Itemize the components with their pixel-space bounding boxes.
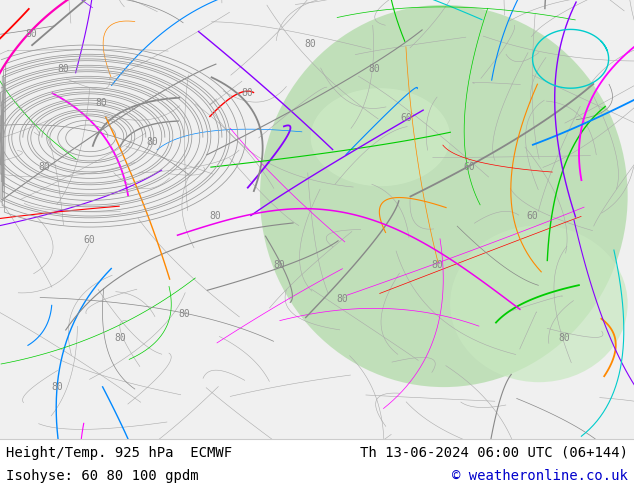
Text: 80: 80 (273, 260, 285, 270)
Text: 80: 80 (51, 382, 63, 392)
Ellipse shape (450, 225, 628, 382)
Text: 80: 80 (210, 211, 221, 220)
Ellipse shape (311, 88, 450, 186)
Text: Th 13-06-2024 06:00 UTC (06+144): Th 13-06-2024 06:00 UTC (06+144) (359, 446, 628, 460)
Text: Isohyse: 60 80 100 gpdm: Isohyse: 60 80 100 gpdm (6, 469, 199, 483)
Text: 60: 60 (463, 162, 475, 172)
Text: 80: 80 (96, 98, 107, 108)
Text: 80: 80 (58, 64, 69, 74)
Text: 80: 80 (368, 64, 380, 74)
Text: 80: 80 (26, 29, 37, 39)
Text: 80: 80 (39, 162, 50, 172)
Text: 80: 80 (178, 309, 190, 318)
Text: 80: 80 (337, 294, 348, 304)
Bar (0, 0, 634, 439)
Text: 60: 60 (400, 113, 411, 122)
Text: 80: 80 (559, 333, 570, 343)
Text: © weatheronline.co.uk: © weatheronline.co.uk (452, 469, 628, 483)
Bar (0, 439, 634, 490)
Text: 80: 80 (432, 260, 443, 270)
Text: 80: 80 (242, 88, 253, 98)
Text: 80: 80 (115, 333, 126, 343)
Ellipse shape (260, 5, 628, 387)
Text: 80: 80 (305, 39, 316, 49)
Text: Height/Temp. 925 hPa  ECMWF: Height/Temp. 925 hPa ECMWF (6, 446, 233, 460)
Text: 60: 60 (527, 211, 538, 220)
Text: 60: 60 (83, 235, 94, 245)
Text: 80: 80 (146, 137, 158, 147)
